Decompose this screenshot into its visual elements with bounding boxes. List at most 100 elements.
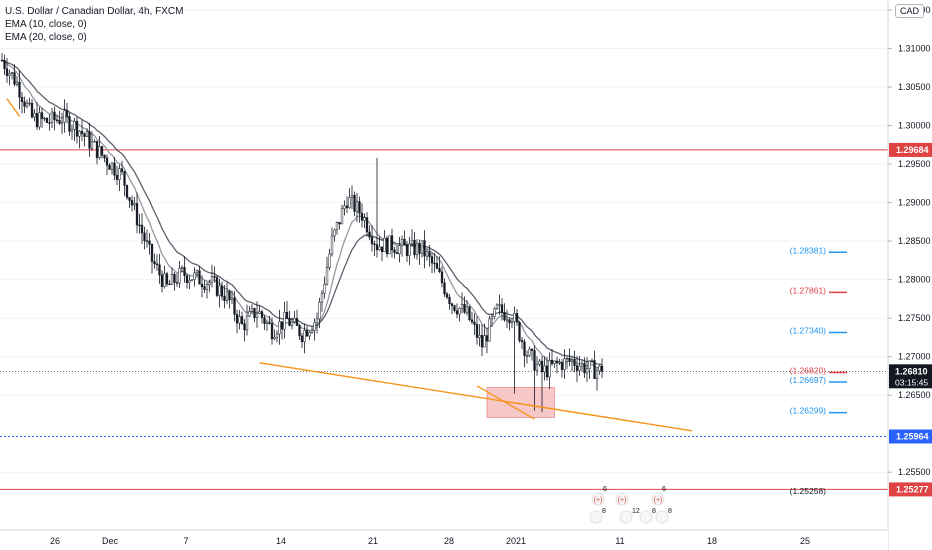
candle-down	[475, 324, 479, 338]
candle-down	[128, 197, 131, 201]
candle-up	[210, 276, 214, 283]
candle-up	[250, 308, 254, 312]
candle-up	[330, 235, 334, 255]
ema10-legend[interactable]: EMA (10, close, 0)	[5, 19, 87, 30]
price-axis: 1.315001.310001.305001.300001.295001.290…	[887, 0, 932, 550]
horizontal-lines	[0, 149, 888, 490]
candle-down	[393, 249, 396, 253]
candle-down	[403, 238, 406, 246]
candle-up	[218, 285, 221, 296]
candle-down	[445, 293, 449, 298]
candle-up	[163, 273, 166, 287]
candle-down	[203, 286, 206, 290]
candle-up	[548, 360, 551, 378]
candle-up	[255, 313, 259, 319]
candles	[0, 53, 604, 413]
candle-down	[368, 231, 371, 238]
candle-up	[238, 316, 241, 324]
time-tick-label: 7	[183, 536, 188, 546]
event-bubble	[591, 492, 605, 506]
event-bubble	[619, 510, 633, 524]
demand-zone	[486, 387, 555, 418]
candle-down	[150, 244, 154, 262]
candle-up	[25, 102, 29, 107]
candle-down	[75, 120, 79, 137]
candle-down	[345, 205, 349, 208]
candle-up	[273, 336, 276, 340]
candle-down	[395, 252, 399, 255]
candle-down	[105, 157, 109, 166]
candle-down	[185, 275, 189, 283]
candle-down	[0, 59, 4, 62]
price-level-label: (1.25258)	[790, 486, 827, 496]
candle-down	[428, 251, 431, 257]
candle-up	[193, 272, 196, 280]
event-bubble	[589, 510, 603, 524]
time-tick-label: 25	[800, 536, 810, 546]
candle-down	[80, 130, 84, 135]
candle-down	[268, 321, 271, 324]
price-level-markers: (1.28381)(1.27861)(1.27340)(1.26820)(1.2…	[790, 245, 847, 496]
candle-up	[325, 267, 329, 285]
candle-down	[158, 264, 161, 276]
candle-down	[405, 244, 409, 256]
candle-down	[40, 112, 44, 119]
candle-down	[430, 256, 434, 264]
ema20-legend[interactable]: EMA (20, close, 0)	[5, 32, 87, 43]
candle-down	[358, 201, 361, 214]
candle-down	[470, 319, 474, 323]
chart-legend[interactable]: U.S. Dollar / Canadian Dollar, 4h, FXCM …	[5, 5, 183, 44]
candle-up	[230, 297, 234, 301]
candle-up	[38, 112, 41, 128]
candle-up	[565, 358, 569, 360]
candle-up	[93, 141, 96, 143]
price-level-label: (1.26697)	[790, 375, 827, 385]
candle-up	[410, 239, 414, 245]
candle-down	[360, 212, 364, 221]
candle-down	[65, 110, 69, 117]
countdown-text: 03:15:45	[895, 377, 928, 387]
candle-down	[530, 348, 534, 351]
time-tick-label: 28	[444, 536, 454, 546]
candle-up	[98, 146, 101, 158]
candle-down	[375, 244, 379, 251]
event-count: 8	[668, 508, 672, 515]
candle-up	[598, 365, 601, 372]
candle-up	[190, 279, 194, 281]
symbol-title[interactable]: U.S. Dollar / Canadian Dollar, 4h, FXCM	[5, 6, 184, 17]
price-axis-bg	[888, 0, 932, 550]
candle-down	[573, 359, 576, 366]
event-bubble-flag: (+)	[594, 497, 603, 504]
candle-up	[248, 311, 251, 317]
candle-down	[305, 330, 309, 337]
candle-down	[223, 296, 226, 301]
candle-down	[533, 350, 536, 371]
candle-down	[380, 246, 384, 252]
candle-up	[340, 208, 344, 225]
candle-down	[468, 306, 471, 321]
candle-down	[113, 162, 116, 176]
candle-down	[235, 314, 239, 324]
currency-badge[interactable]: CAD	[894, 4, 924, 18]
event-count: 8	[602, 508, 606, 515]
candle-down	[338, 221, 341, 225]
candle-down	[365, 217, 369, 233]
candle-up	[283, 311, 286, 330]
candle-down	[440, 271, 444, 284]
event-count: 6	[662, 486, 666, 493]
candle-down	[165, 273, 169, 285]
price-tick-label: 1.25500	[898, 467, 931, 477]
price-tick-label: 1.26500	[898, 390, 931, 400]
candle-up	[525, 355, 529, 357]
candle-up	[538, 360, 541, 365]
candle-down	[120, 168, 124, 172]
candle-down	[263, 317, 266, 324]
candle-up	[110, 162, 114, 170]
candle-down	[370, 236, 374, 245]
candle-down	[280, 321, 284, 330]
time-axis-bg	[0, 530, 888, 550]
candle-down	[45, 117, 49, 123]
candle-up	[318, 301, 321, 320]
candle-up	[265, 321, 269, 324]
